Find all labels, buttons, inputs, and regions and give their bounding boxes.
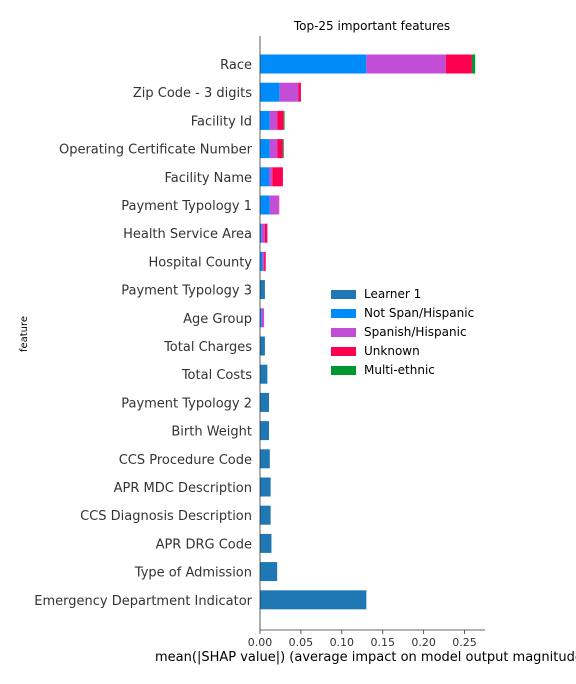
- legend-label: Not Span/Hispanic: [364, 306, 474, 320]
- bar-4-series-5: [282, 139, 284, 159]
- bar-1-series-5: [471, 54, 476, 74]
- bar-1-series-3: [366, 54, 446, 74]
- bar-15-series-1: [260, 449, 270, 469]
- y-tick-label: Total Costs: [181, 368, 252, 383]
- y-tick-label: APR MDC Description: [114, 481, 252, 496]
- bar-3-series-4: [277, 110, 284, 130]
- x-tick-labels: 0.00 0.05 0.10 0.15 0.20 0.25: [248, 630, 477, 649]
- x-tick-label: 0.25: [452, 636, 477, 649]
- legend-label: Spanish/Hispanic: [364, 325, 467, 339]
- y-tick-label: Zip Code - 3 digits: [133, 86, 252, 101]
- y-tick-label: Emergency Department Indicator: [34, 594, 252, 609]
- y-tick-label: Health Service Area: [123, 227, 252, 242]
- y-tick-label: Operating Certificate Number: [59, 143, 253, 158]
- y-tick-label: Payment Typology 3: [121, 284, 252, 299]
- bar-20-series-1: [260, 590, 367, 610]
- bars-group: [260, 54, 476, 610]
- bar-7-series-2: [260, 223, 262, 243]
- x-tick-label: 0.20: [411, 636, 436, 649]
- bar-13-series-1: [260, 392, 269, 412]
- bar-2-series-2: [260, 82, 280, 102]
- bar-2-series-3: [279, 82, 299, 102]
- chart-title: Top-25 important features: [293, 19, 450, 33]
- bar-11-series-1: [260, 336, 265, 356]
- bar-2-series-4: [298, 82, 301, 102]
- legend-swatch: [331, 347, 356, 356]
- bar-6-series-3: [269, 195, 279, 215]
- x-tick-label: 0.00: [248, 636, 273, 649]
- legend-swatch: [331, 290, 356, 299]
- legend-swatch: [331, 328, 356, 337]
- bar-9-series-1: [260, 280, 265, 300]
- bar-8-series-3: [262, 251, 265, 271]
- bar-5-series-4: [272, 167, 283, 187]
- y-tick-label: Race: [220, 58, 252, 73]
- bar-17-series-1: [260, 505, 271, 525]
- y-tick-label: Payment Typology 2: [121, 396, 252, 411]
- y-tick-label: Age Group: [183, 312, 252, 327]
- x-axis-label: mean(|SHAP value|) (average impact on mo…: [155, 650, 576, 665]
- y-tick-label: CCS Diagnosis Description: [80, 509, 252, 524]
- bar-10-series-3: [261, 308, 265, 328]
- x-tick-label: 0.10: [330, 636, 355, 649]
- bar-7-series-4: [264, 223, 268, 243]
- legend-swatch: [331, 366, 356, 375]
- x-tick-label: 0.05: [289, 636, 314, 649]
- legend-swatch: [331, 309, 356, 318]
- x-tick-label: 0.15: [370, 636, 395, 649]
- legend: Learner 1 Not Span/Hispanic Spanish/Hispan…: [331, 287, 474, 377]
- y-tick-label: Payment Typology 1: [121, 199, 252, 214]
- bar-10-series-2: [260, 308, 262, 328]
- y-tick-label: Type of Admission: [134, 566, 252, 581]
- bar-4-series-2: [260, 139, 270, 159]
- y-tick-label: CCS Procedure Code: [119, 453, 252, 468]
- bar-3-series-2: [260, 110, 270, 130]
- y-tick-labels: Race Zip Code - 3 digits Facility Id Operat…: [34, 58, 252, 609]
- bar-8-series-2: [260, 251, 263, 271]
- y-tick-label: Birth Weight: [171, 425, 252, 440]
- bar-5-series-2: [260, 167, 269, 187]
- y-tick-label: Facility Name: [164, 171, 252, 186]
- bar-14-series-1: [260, 421, 269, 441]
- y-axis-label: feature: [19, 316, 30, 352]
- bar-5-series-3: [269, 167, 273, 187]
- bar-3-series-5: [283, 110, 285, 130]
- bar-1-series-2: [260, 54, 367, 74]
- y-tick-label: Facility Id: [191, 114, 252, 129]
- bar-8-series-4: [264, 251, 266, 271]
- bar-4-series-3: [269, 139, 278, 159]
- legend-label: Learner 1: [364, 287, 421, 301]
- bar-16-series-1: [260, 477, 271, 497]
- bar-1-series-4: [445, 54, 472, 74]
- y-tick-label: Hospital County: [149, 255, 253, 270]
- legend-label: Unknown: [364, 344, 420, 358]
- y-tick-label: APR DRG Code: [156, 537, 252, 552]
- bar-12-series-1: [260, 364, 268, 384]
- bar-3-series-3: [269, 110, 278, 130]
- bar-19-series-1: [260, 562, 278, 582]
- bar-4-series-4: [277, 139, 283, 159]
- bar-7-series-3: [261, 223, 265, 243]
- bar-18-series-1: [260, 533, 272, 553]
- legend-label: Multi-ethnic: [364, 363, 435, 377]
- bar-6-series-2: [260, 195, 270, 215]
- y-tick-label: Total Charges: [163, 340, 252, 355]
